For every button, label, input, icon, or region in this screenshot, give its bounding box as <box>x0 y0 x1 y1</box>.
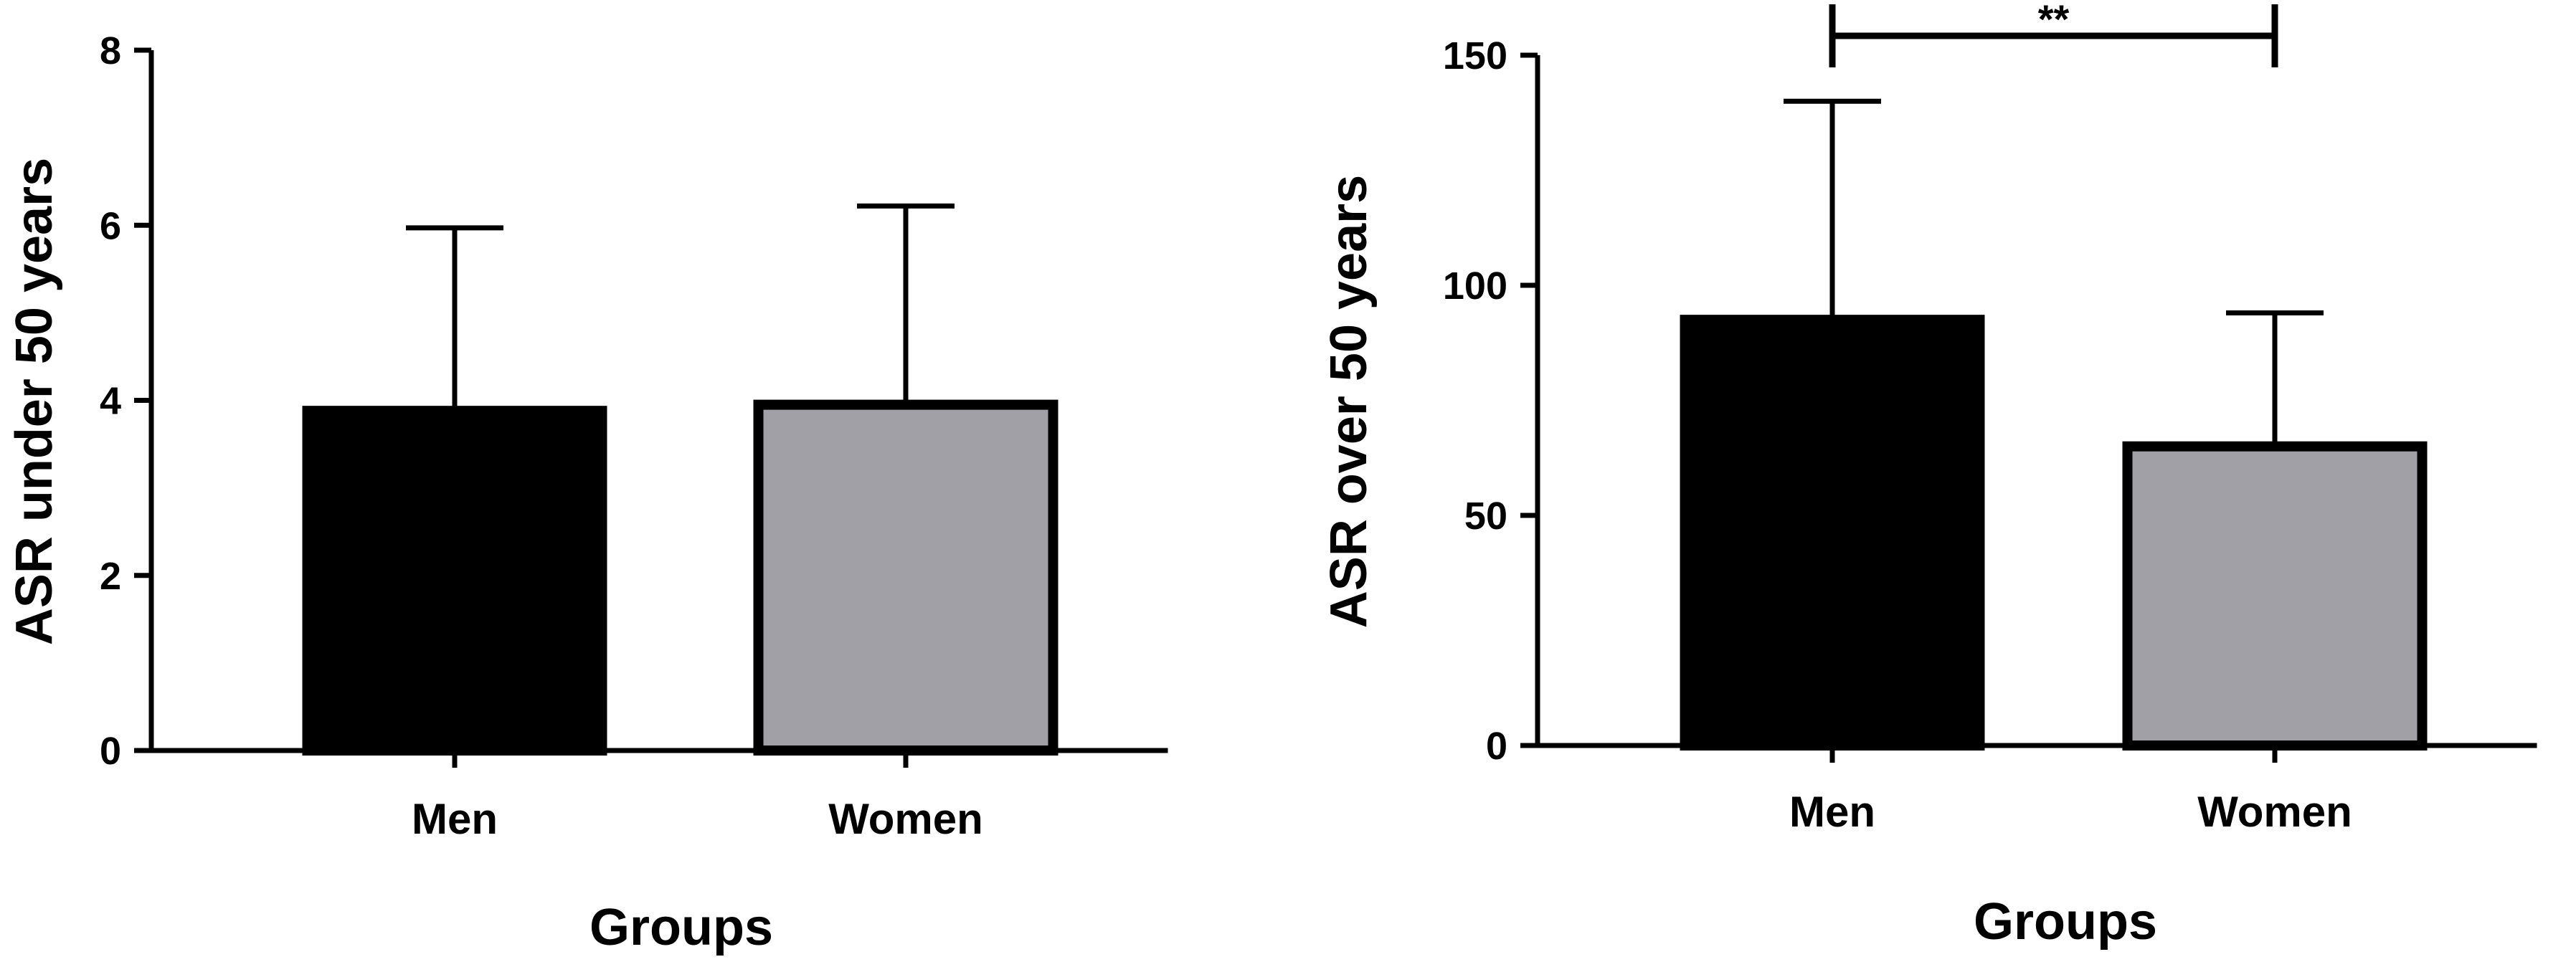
x-tick-label-men: Men <box>1789 788 1875 836</box>
y-axis-title: ASR under 50 years <box>6 158 63 645</box>
x-axis-title: Groups <box>589 899 773 956</box>
y-tick-label: 100 <box>1443 265 1507 308</box>
x-tick-label-men: Men <box>412 795 498 843</box>
y-tick-label: 50 <box>1464 495 1507 538</box>
significance-label: ** <box>2038 0 2070 42</box>
y-tick-label: 0 <box>1486 725 1507 768</box>
y-tick-label: 4 <box>100 380 121 423</box>
x-tick-label-women: Women <box>828 795 983 843</box>
bar-men <box>302 406 607 756</box>
bar-women <box>2122 441 2428 751</box>
y-tick-label: 2 <box>100 555 121 598</box>
chart-panel-asr-over-50: 0 50 100 150 Men Women Groups ASR over 50 years… <box>1320 0 2537 951</box>
x-tick-label-women: Women <box>2197 788 2352 836</box>
y-tick-label: 150 <box>1443 34 1507 77</box>
bar-women <box>753 399 1059 756</box>
bar-men <box>1680 315 1985 751</box>
y-tick-label: 6 <box>100 204 121 247</box>
y-axis-title: ASR over 50 years <box>1320 175 1378 628</box>
y-tick-label: 8 <box>100 29 121 72</box>
chart-panel-asr-under-50: 0 2 4 6 8 Men Women Groups ASR under 50 years <box>6 29 1168 956</box>
y-tick-label: 0 <box>100 730 121 773</box>
x-axis-title: Groups <box>1974 893 2157 951</box>
